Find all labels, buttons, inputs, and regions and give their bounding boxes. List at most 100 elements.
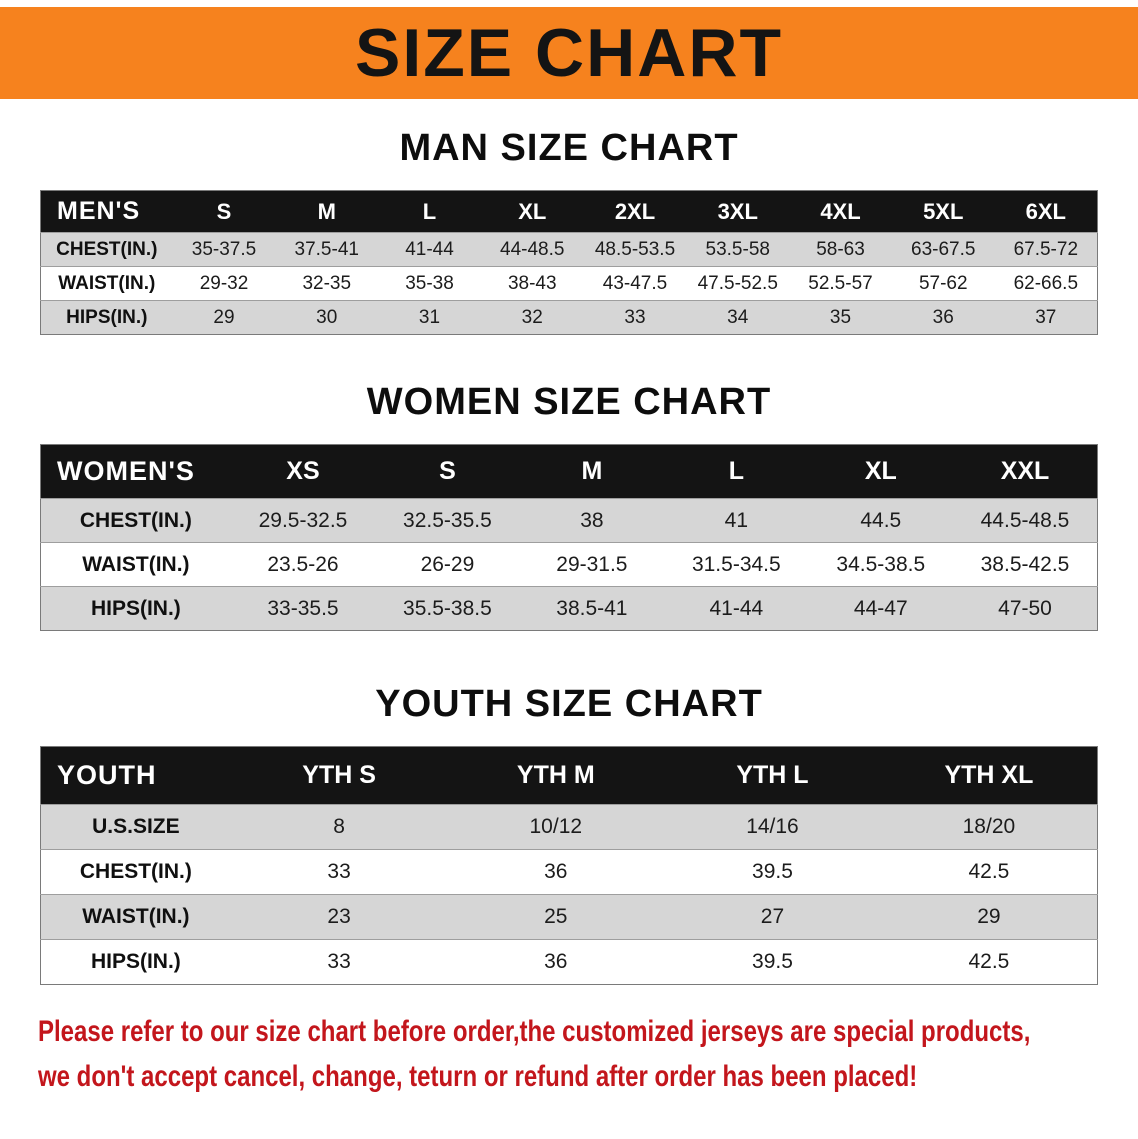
man-size-chart-heading: MAN SIZE CHART [399,127,739,169]
size-value-cell: 44.5 [860,508,902,532]
size-value-cell: 52.5-57 [808,272,873,294]
size-value-cell: 10/12 [529,815,583,838]
size-value-cell: 42.5 [968,860,1010,883]
size-column-header: YTH S [230,746,448,805]
size-value-cell: 18/20 [962,815,1016,838]
size-value-cell: 53.5-58 [705,238,770,260]
measurement-row: HIPS(IN.) 33 36 39.5 42.5 [40,939,1098,985]
size-value-cell: 47.5-52.5 [697,272,778,294]
size-value-cell: 33 [624,306,646,328]
row-label-cell: CHEST(IN.) [79,860,192,883]
table-title-cell: MEN'S [40,190,173,233]
row-label-cell: HIPS(IN.) [90,596,181,620]
size-column-header: XL [480,190,584,233]
size-value-cell: 36 [544,860,568,883]
size-value-cell: 38.5-41 [556,596,628,620]
size-value-cell: 31 [418,306,441,328]
measurement-row: WAIST(IN.) 23.5-26 26-29 29-31.5 31.5-34.5 34… [40,542,1098,587]
measurement-row: CHEST(IN.) 29.5-32.5 32.5-35.5 38 41 44.5 44.5… [40,498,1098,543]
size-value-cell: 44-47 [853,596,908,620]
size-value-cell: 43-47.5 [602,272,668,294]
size-value-cell: 29 [213,306,235,328]
size-column-header: 4XL [789,190,892,233]
size-value-cell: 41-44 [709,596,764,620]
size-value-cell: 37 [1035,306,1057,328]
youth-size-chart-section: YOUTH SIZE CHART YOUTH YTH S YTH M YTH L YTH… [0,683,1138,985]
size-value-cell: 38.5-42.5 [980,552,1070,576]
row-label-cell: WAIST(IN.) [58,272,156,294]
row-label-cell: HIPS(IN.) [66,306,148,328]
size-value-cell: 67.5-72 [1013,238,1079,260]
size-value-cell: 33-35.5 [267,596,339,620]
row-label-cell: CHEST(IN.) [56,238,158,260]
size-value-cell: 35-37.5 [191,238,257,260]
row-label-cell: U.S.SIZE [92,815,180,838]
measurement-row: WAIST(IN.) 29-32 32-35 35-38 38-43 43-47.5 47.… [40,266,1098,301]
row-label-cell: WAIST(IN.) [82,905,190,928]
size-value-cell: 32.5-35.5 [403,508,492,532]
size-value-cell: 57-62 [918,272,968,294]
row-label-cell: HIPS(IN.) [90,950,181,973]
size-value-cell: 35-38 [405,272,454,294]
size-column-header: YTH M [447,746,665,805]
size-column-header: YTH XL [880,746,1098,805]
size-value-cell: 41 [724,508,749,532]
size-column-header: L [378,190,481,233]
size-value-cell: 47-50 [998,596,1052,620]
size-value-cell: 29 [977,905,1001,928]
size-column-header: YTH L [664,746,881,805]
row-label-cell: CHEST(IN.) [79,508,192,532]
measurement-row: CHEST(IN.) 33 36 39.5 42.5 [40,849,1098,895]
measurement-row: CHEST(IN.) 35-37.5 37.5-41 41-44 44-48.5 48.5… [40,232,1098,267]
banner: SIZE CHART [0,7,1138,99]
size-column-header: 5XL [891,190,995,233]
size-value-cell: 62-66.5 [1013,272,1079,294]
size-value-cell: 32-35 [302,272,352,294]
size-value-cell: 34 [727,306,749,328]
size-value-cell: 26-29 [420,552,475,576]
youth-size-chart-heading: YOUTH SIZE CHART [375,683,763,725]
size-value-cell: 37.5-41 [294,238,359,260]
size-column-header: 3XL [686,190,790,233]
size-value-cell: 32 [521,306,543,328]
women-size-table: WOMEN'S XS S M L XL XXL CHEST(IN.) 29.5-32.5 32.5… [40,444,1098,631]
size-value-cell: 30 [316,306,338,328]
size-column-header: S [172,190,276,233]
disclaimer-line-2: we don't accept cancel, change, teturn o… [38,1060,918,1093]
size-value-cell: 33 [327,860,351,883]
size-value-cell: 35 [829,306,852,328]
table-title-cell: WOMEN'S [40,444,231,499]
size-column-header: M [275,190,379,233]
man-size-chart-section: MAN SIZE CHART MEN'S S M L XL 2XL 3XL 4XL 5XL 6XL… [0,127,1138,335]
size-value-cell: 48.5-53.5 [594,238,676,260]
size-value-cell: 39.5 [752,950,793,973]
size-column-header: XS [230,444,376,499]
men-size-table: MEN'S S M L XL 2XL 3XL 4XL 5XL 6XL CHEST(IN.) 35-37… [40,190,1098,335]
size-column-header: 2XL [583,190,687,233]
size-column-header: 6XL [994,190,1098,233]
size-value-cell: 29-32 [199,272,249,294]
size-value-cell: 25 [544,905,568,928]
women-size-chart-heading: WOMEN SIZE CHART [366,381,772,423]
size-value-cell: 58-63 [816,238,865,260]
size-value-cell: 29-31.5 [556,552,628,576]
size-value-cell: 8 [333,815,345,838]
table-title-cell: YOUTH [40,746,231,805]
measurement-row: U.S.SIZE 8 10/12 14/16 18/20 [40,804,1098,850]
size-value-cell: 33 [327,950,351,973]
size-value-cell: 14/16 [746,815,799,838]
size-column-header: S [375,444,520,499]
size-column-header: XXL [953,444,1098,499]
measurement-row: HIPS(IN.) 33-35.5 35.5-38.5 38.5-41 41-44 44-… [40,586,1098,631]
size-value-cell: 38 [580,508,604,532]
size-value-cell: 35.5-38.5 [403,596,492,620]
size-value-cell: 63-67.5 [911,238,976,260]
youth-size-table: YOUTH YTH S YTH M YTH L YTH XL U.S.SIZE 8 10/12… [40,746,1098,985]
size-value-cell: 39.5 [752,860,793,883]
size-column-header: M [519,444,665,499]
size-value-cell: 34.5-38.5 [836,552,926,576]
size-value-cell: 44-48.5 [500,238,565,260]
page-title: SIZE CHART [355,15,783,91]
size-column-header: XL [808,444,954,499]
measurement-row: HIPS(IN.) 29 30 31 32 33 34 35 36 37 [40,300,1098,335]
